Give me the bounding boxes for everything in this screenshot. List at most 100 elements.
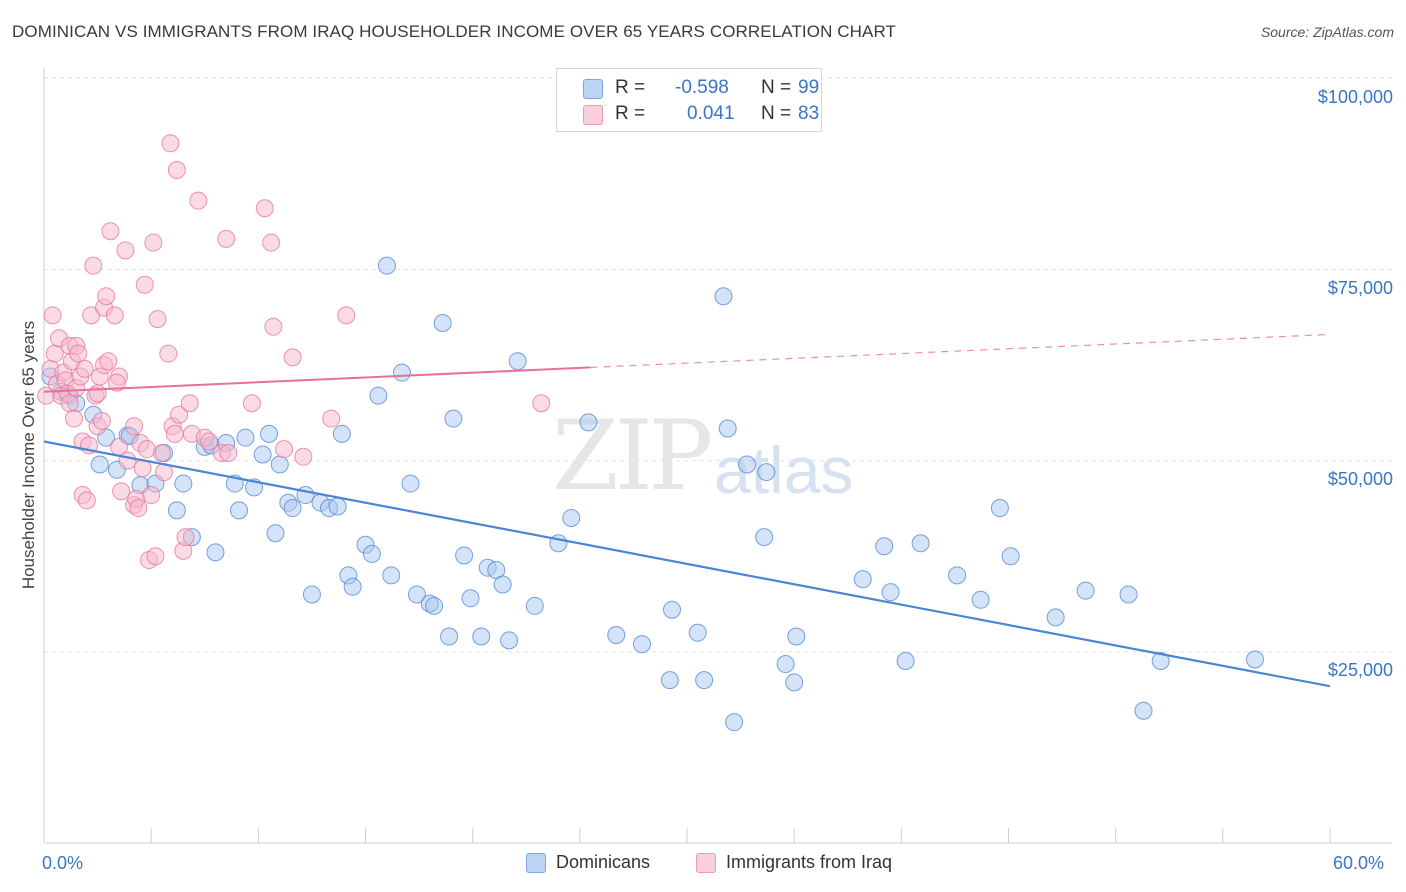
point-dominicans — [607, 625, 626, 644]
point-dominicans — [579, 413, 598, 432]
chart-title: DOMINICAN VS IMMIGRANTS FROM IRAQ HOUSEH… — [12, 22, 897, 41]
x-tick-min: 0.0% — [42, 853, 84, 873]
point-dominicans — [425, 596, 444, 615]
point-iraq — [159, 344, 178, 363]
point-iraq — [107, 373, 126, 392]
watermark-zip: ZIP — [552, 400, 713, 512]
point-dominicans — [472, 627, 491, 646]
trendline-iraq — [43, 366, 591, 393]
point-iraq — [165, 424, 184, 443]
point-iraq — [84, 256, 103, 275]
point-iraq — [88, 384, 107, 403]
point-iraq — [180, 394, 199, 413]
point-iraq — [92, 411, 111, 430]
point-dominicans — [971, 590, 990, 609]
point-dominicans — [167, 501, 186, 520]
point-iraq — [97, 287, 116, 306]
point-dominicans — [787, 627, 806, 646]
point-dominicans — [302, 585, 321, 604]
point-iraq — [43, 306, 62, 325]
point-iraq — [152, 443, 171, 462]
point-dominicans — [525, 596, 544, 615]
point-iraq — [167, 161, 186, 180]
point-iraq — [275, 440, 294, 459]
point-dominicans — [896, 651, 915, 670]
trend-lines — [43, 333, 1331, 688]
point-iraq — [99, 352, 118, 371]
point-iraq — [262, 233, 281, 252]
grid-lines — [44, 77, 1392, 653]
r-value: -0.598 — [675, 77, 729, 98]
n-value: 83 — [798, 103, 820, 124]
point-dominicans — [755, 528, 774, 547]
r-value: 0.041 — [687, 103, 735, 124]
point-dominicans — [1119, 585, 1138, 604]
n-value: 99 — [798, 77, 820, 98]
point-iraq — [142, 486, 161, 505]
legend-swatch-dominicans — [583, 79, 603, 99]
point-dominicans — [881, 583, 900, 602]
point-dominicans — [714, 287, 733, 306]
point-dominicans — [688, 623, 707, 642]
point-dominicans — [283, 499, 302, 518]
point-dominicans — [1134, 701, 1153, 720]
point-dominicans — [1076, 581, 1095, 600]
correlation-legend: R = -0.598 N = 99 R = 0.041 N = 83 — [556, 68, 822, 132]
point-iraq — [101, 222, 120, 241]
point-iraq — [105, 306, 124, 325]
point-dominicans — [433, 313, 452, 332]
point-dominicans — [695, 671, 714, 690]
point-dominicans — [461, 589, 480, 608]
point-dominicans — [260, 424, 279, 443]
point-dominicans — [230, 501, 249, 520]
point-dominicans — [1046, 608, 1065, 627]
point-iraq — [322, 409, 341, 428]
point-iraq — [118, 451, 137, 470]
point-iraq — [60, 394, 79, 413]
point-dominicans — [206, 543, 225, 562]
point-iraq — [532, 394, 551, 413]
n-label: N = — [761, 77, 792, 98]
y-axis-label: Householder Income Over 65 years — [19, 320, 38, 590]
point-dominicans — [1001, 547, 1020, 566]
point-dominicans — [725, 713, 744, 732]
y-tick-25000: $25,000 — [1327, 660, 1393, 680]
point-dominicans — [875, 537, 894, 556]
point-iraq — [217, 229, 236, 248]
point-dominicans — [853, 570, 872, 589]
point-dominicans — [407, 585, 426, 604]
point-iraq — [255, 199, 274, 218]
watermark-atlas: atlas — [714, 433, 854, 507]
legend-swatch-iraq — [696, 853, 716, 873]
r-label: R = — [615, 77, 646, 98]
point-iraq — [219, 443, 238, 462]
point-dominicans — [455, 546, 474, 565]
legend-swatch-iraq — [583, 105, 603, 125]
point-dominicans — [785, 673, 804, 692]
point-iraq — [69, 344, 88, 363]
point-dominicans — [253, 445, 272, 464]
y-tick-100000: $100,000 — [1317, 87, 1393, 107]
point-iraq — [116, 241, 135, 260]
point-dominicans — [911, 534, 930, 553]
point-dominicans — [508, 352, 527, 371]
trendline-dashed-iraq — [590, 333, 1331, 369]
point-dominicans — [500, 631, 519, 650]
point-iraq — [264, 317, 283, 336]
point-dominicans — [266, 524, 285, 543]
point-iraq — [137, 440, 156, 459]
point-dominicans — [948, 566, 967, 585]
point-dominicans — [562, 508, 581, 527]
point-dominicans — [343, 577, 362, 596]
point-dominicans — [328, 497, 347, 516]
point-dominicans — [444, 409, 463, 428]
point-iraq — [125, 417, 144, 436]
source-label: Source: ZipAtlas.com — [1260, 24, 1394, 40]
point-dominicans — [90, 455, 109, 474]
point-dominicans — [382, 566, 401, 585]
point-dominicans — [1151, 651, 1170, 670]
point-dominicans — [270, 455, 289, 474]
point-dominicans — [236, 428, 255, 447]
point-dominicans — [718, 419, 737, 438]
